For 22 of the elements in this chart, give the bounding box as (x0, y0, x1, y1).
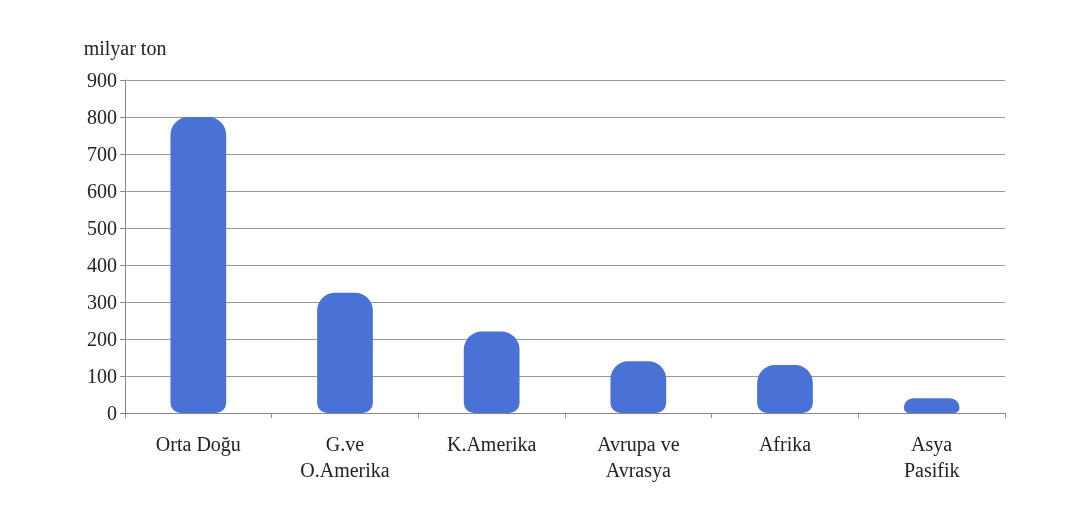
y-tick-label: 400 (87, 254, 117, 276)
bar (317, 292, 373, 413)
y-tick-label: 500 (87, 217, 117, 239)
y-tick-label: 100 (87, 365, 117, 387)
y-tick-label: 900 (87, 69, 117, 91)
x-tick-label: K.Amerika (446, 433, 537, 455)
x-tick-label: Avrupa ve Avrasya (597, 433, 680, 482)
x-tick-label: Asya Pasifik (903, 433, 960, 481)
bar (610, 361, 667, 413)
y-tick-label: 300 (87, 291, 117, 313)
bar (170, 117, 227, 413)
y-tick-label: 800 (87, 106, 117, 128)
y-tick-label: 0 (107, 402, 117, 424)
x-tick-label: Orta Doğu (155, 433, 241, 456)
y-tick-label: 200 (87, 328, 117, 350)
y-tick-label: 700 (87, 143, 117, 165)
x-tick-label: G.ve O.Amerika (300, 433, 390, 481)
y-tick-label: 600 (87, 180, 117, 202)
bar (463, 331, 520, 413)
bar (903, 398, 960, 413)
x-tick-label: Afrika (758, 433, 812, 455)
y-axis-title: milyar ton (83, 37, 167, 60)
